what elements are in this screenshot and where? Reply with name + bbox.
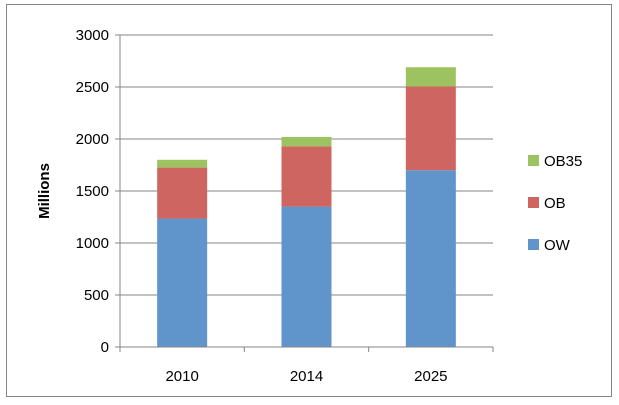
tick-labels: 0 500 1000 1500 2000 2500 3000 2010 2014 2025	[76, 27, 448, 385]
y-tick-label: 3000	[76, 27, 109, 44]
bar-ob-2014	[281, 146, 332, 207]
y-tick-label: 2000	[76, 131, 109, 148]
x-tick-label: 2014	[290, 368, 323, 385]
bar-ow-2010	[157, 218, 208, 347]
legend-swatch-ob	[528, 197, 539, 208]
y-tick-label: 1500	[76, 183, 109, 200]
y-tick-label: 1000	[76, 235, 109, 252]
bars	[157, 67, 456, 347]
y-tick-label: 2500	[76, 79, 109, 96]
bar-ob35-2010	[157, 159, 208, 168]
legend-label-ob35: OB35	[544, 153, 582, 170]
axes	[115, 34, 494, 352]
legend-label-ow: OW	[544, 237, 571, 254]
bar-ob-2025	[405, 86, 456, 171]
x-tick-label: 2025	[414, 368, 447, 385]
y-axis-title: Millions	[36, 163, 53, 219]
legend: OB35 OB OW	[528, 153, 582, 254]
y-tick-label: 0	[101, 339, 109, 356]
y-tick-label: 500	[84, 287, 109, 304]
bar-ob35-2025	[405, 67, 456, 87]
bar-ob-2010	[157, 167, 208, 219]
bar-ob35-2014	[281, 136, 332, 147]
legend-label-ob: OB	[544, 195, 566, 212]
x-tick-label: 2010	[165, 368, 198, 385]
legend-swatch-ow	[528, 239, 539, 250]
chart-frame: 0 500 1000 1500 2000 2500 3000 2010 2014 2025 Mil…	[6, 4, 612, 397]
bar-ow-2025	[405, 170, 456, 347]
legend-swatch-ob35	[528, 155, 539, 166]
bar-ow-2014	[281, 206, 332, 347]
stacked-bar-chart: 0 500 1000 1500 2000 2500 3000 2010 2014 2025 Mil…	[36, 27, 582, 385]
